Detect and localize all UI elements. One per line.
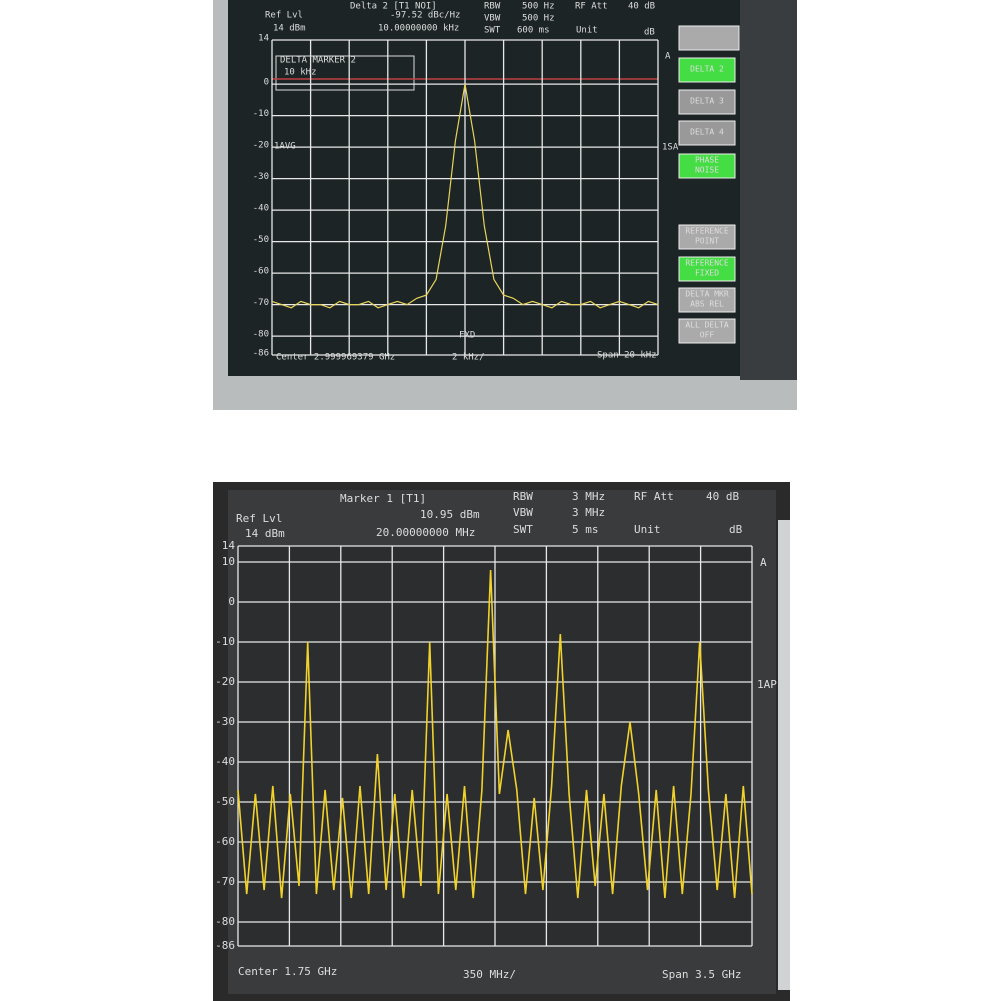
softkey-label: DELTA 2	[690, 65, 724, 74]
annotation: A	[665, 52, 671, 62]
annotation: Center 1.75 GHz	[238, 965, 337, 978]
softkey-label: REFERENCE	[685, 227, 729, 236]
annotation: Center 2.999969379 GHz	[276, 353, 395, 363]
softkey[interactable]	[678, 287, 736, 313]
y-tick-label: 0	[228, 595, 235, 608]
y-tick-label: 14	[222, 539, 236, 552]
y-tick-label: -10	[215, 635, 235, 648]
annotation: 10.95 dBm	[420, 508, 480, 521]
annotation: 1AP	[757, 678, 777, 691]
softkey-label: ABS REL	[690, 300, 724, 309]
annotation: dB	[644, 28, 655, 38]
softkey[interactable]	[678, 25, 740, 51]
y-tick-label: -20	[253, 141, 269, 151]
annotation: 20.00000000 MHz	[376, 526, 475, 539]
annotation: 2 kHz/	[452, 353, 485, 363]
trace	[237, 569, 753, 899]
y-tick-label: -20	[215, 675, 235, 688]
y-tick-label: -50	[215, 795, 235, 808]
annotation: Span 20 kHz	[597, 351, 657, 361]
annotation: Delta 2 [T1 NOI]	[350, 2, 437, 12]
annotation: 10.00000000 kHz	[378, 24, 459, 34]
annotation: -97.52 dBc/Hz	[390, 11, 460, 21]
softkey-label: PHASE	[695, 156, 719, 165]
softkey[interactable]	[678, 224, 736, 250]
annotation: Ref Lvl	[265, 11, 303, 21]
softkey-label: NOISE	[695, 166, 719, 175]
annotation: Span 3.5 GHz	[662, 968, 741, 981]
y-tick-label: -60	[215, 835, 235, 848]
annotation: DELTA MARKER 2	[280, 56, 356, 66]
annotation: RF Att	[575, 2, 608, 12]
annotation: 40 dB	[628, 2, 655, 12]
y-tick-label: -60	[253, 267, 269, 277]
y-tick-label: -10	[253, 109, 269, 119]
y-tick-label: -40	[253, 204, 269, 214]
annotation: RBW	[513, 490, 533, 503]
softkey[interactable]	[678, 153, 736, 179]
y-tick-label: -86	[215, 939, 235, 952]
y-tick-label: -80	[253, 330, 269, 340]
annotation: Ref Lvl	[236, 512, 282, 525]
softkey-label: FIXED	[695, 269, 719, 278]
softkey[interactable]	[678, 318, 736, 344]
softkey-label: DELTA 3	[690, 97, 724, 106]
softkey[interactable]	[678, 120, 736, 146]
annotation: VBW	[484, 14, 501, 24]
annotation: RF Att	[634, 490, 674, 503]
softkey[interactable]	[678, 57, 736, 83]
annotation: 1AVG	[274, 142, 296, 152]
softkey[interactable]	[678, 256, 736, 282]
y-tick-label: 10	[222, 555, 235, 568]
annotation: FXD	[459, 331, 475, 341]
annotation: 10 kHz	[284, 68, 317, 78]
side-panel	[740, 0, 797, 380]
annotation: dB	[729, 523, 743, 536]
annotation: 600 ms	[517, 26, 550, 36]
annotation: Unit	[576, 26, 598, 36]
y-tick-label: -30	[253, 172, 269, 182]
y-tick-label: -70	[253, 298, 269, 308]
annotation: VBW	[513, 506, 533, 519]
annotation: Unit	[634, 523, 661, 536]
softkey[interactable]	[678, 89, 736, 115]
y-tick-label: -40	[215, 755, 235, 768]
annotation: 500 Hz	[522, 14, 555, 24]
y-tick-label: -70	[215, 875, 235, 888]
y-tick-label: -50	[253, 235, 269, 245]
annotation: 500 Hz	[522, 2, 555, 12]
softkey-label: DELTA MKR	[685, 290, 729, 299]
softkey-label: OFF	[700, 331, 715, 340]
y-tick-label: 14	[258, 34, 269, 44]
side-panel	[778, 520, 790, 990]
y-tick-label: -86	[253, 349, 269, 359]
annotation: 3 MHz	[572, 506, 605, 519]
softkey-label: REFERENCE	[685, 259, 729, 268]
annotation: SWT	[513, 523, 533, 536]
annotation: 40 dB	[706, 490, 739, 503]
annotation: SWT	[484, 26, 501, 36]
y-tick-label: -80	[215, 915, 235, 928]
softkey-label: ALL DELTA	[685, 321, 729, 330]
annotation: A	[760, 556, 767, 569]
annotation: 14 dBm	[273, 24, 306, 34]
annotation: 14 dBm	[245, 527, 285, 540]
annotation: 350 MHz/	[463, 968, 516, 981]
annotation: 5 ms	[572, 523, 599, 536]
annotation: 3 MHz	[572, 490, 605, 503]
softkey-label: POINT	[695, 237, 719, 246]
softkey-label: DELTA 4	[690, 128, 724, 137]
trace	[271, 83, 659, 309]
y-tick-label: -30	[215, 715, 235, 728]
y-tick-label: 0	[264, 78, 269, 88]
annotation: RBW	[484, 2, 501, 12]
annotation: Marker 1 [T1]	[340, 492, 426, 505]
annotation: 1SA	[662, 143, 679, 153]
